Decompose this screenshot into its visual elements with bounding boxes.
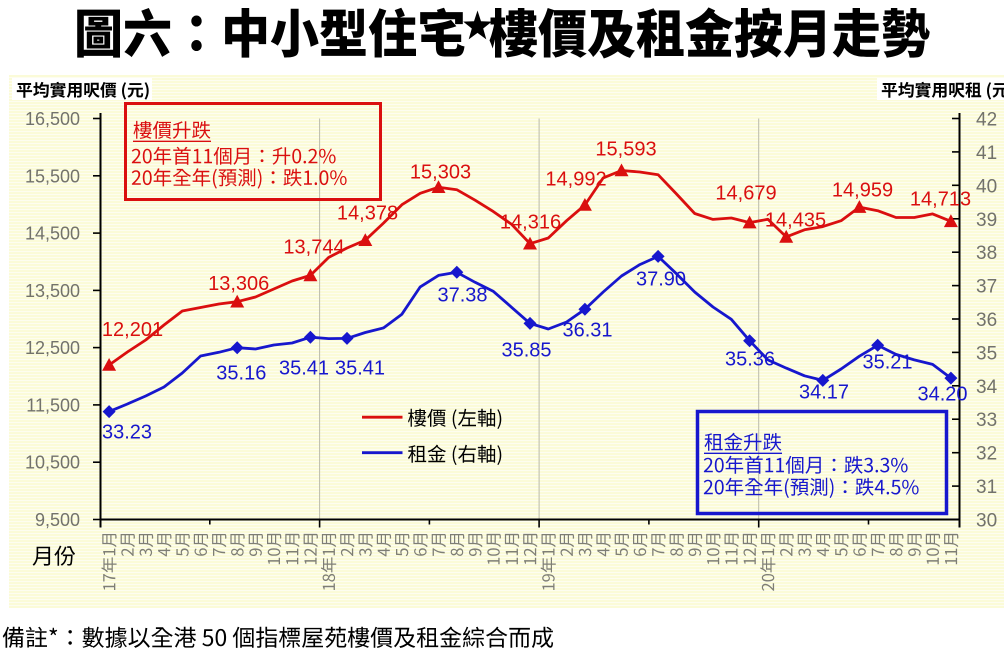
svg-text:34.17: 34.17 [799, 381, 849, 403]
svg-text:37: 37 [976, 277, 997, 298]
svg-text:14,435: 14,435 [765, 209, 826, 231]
svg-text:14,713: 14,713 [910, 188, 971, 210]
svg-text:35.41: 35.41 [279, 357, 329, 379]
svg-text:14,959: 14,959 [832, 179, 893, 201]
svg-text:31: 31 [976, 477, 997, 498]
svg-text:12,201: 12,201 [102, 319, 163, 341]
svg-text:14,378: 14,378 [337, 202, 398, 224]
svg-text:11,500: 11,500 [26, 395, 80, 415]
svg-text:39: 39 [976, 210, 997, 231]
svg-text:14,316: 14,316 [500, 211, 561, 233]
svg-text:35: 35 [976, 343, 997, 364]
svg-text:12,500: 12,500 [25, 338, 80, 358]
svg-text:37.38: 37.38 [437, 284, 487, 306]
svg-text:41: 41 [976, 143, 997, 164]
svg-text:33: 33 [976, 410, 997, 431]
svg-text:35.41: 35.41 [335, 357, 385, 379]
svg-text:37.90: 37.90 [636, 268, 686, 290]
svg-text:14,500: 14,500 [25, 224, 80, 244]
svg-text:38: 38 [976, 243, 997, 264]
svg-text:33.23: 33.23 [102, 421, 152, 443]
svg-text:42: 42 [976, 110, 997, 131]
svg-text:14,679: 14,679 [715, 182, 776, 204]
svg-text:36.31: 36.31 [562, 319, 612, 341]
svg-text:35.21: 35.21 [862, 351, 912, 373]
svg-text:35.16: 35.16 [216, 363, 266, 385]
svg-text:40: 40 [976, 176, 997, 197]
svg-text:14,992: 14,992 [545, 169, 606, 191]
svg-text:34: 34 [976, 377, 998, 398]
svg-text:35.85: 35.85 [501, 339, 551, 361]
svg-text:10,500: 10,500 [25, 453, 80, 473]
svg-text:35.36: 35.36 [725, 348, 775, 370]
svg-text:32: 32 [976, 444, 997, 465]
svg-text:15,303: 15,303 [410, 161, 471, 183]
svg-text:34.20: 34.20 [917, 383, 967, 405]
svg-text:15,500: 15,500 [25, 166, 80, 186]
svg-text:30: 30 [976, 511, 997, 532]
svg-text:13,744: 13,744 [283, 236, 344, 258]
svg-text:9,500: 9,500 [35, 510, 80, 530]
svg-text:13,500: 13,500 [25, 281, 80, 301]
svg-text:13,306: 13,306 [208, 273, 269, 295]
svg-text:15,593: 15,593 [595, 138, 656, 160]
svg-text:36: 36 [976, 310, 997, 331]
svg-text:16,500: 16,500 [25, 109, 80, 129]
